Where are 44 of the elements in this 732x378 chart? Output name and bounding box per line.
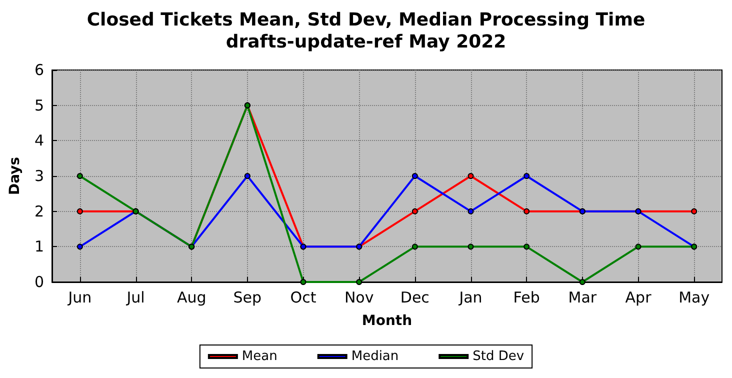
point [524, 173, 530, 179]
x-axis-title: Month [362, 313, 412, 329]
point [76, 244, 83, 250]
y-tick-label: 3 [34, 167, 44, 185]
point [412, 173, 418, 179]
point [691, 208, 698, 214]
point [468, 208, 474, 214]
y-tick-label: 1 [34, 238, 44, 256]
y-tick-label: 2 [34, 202, 44, 220]
y-tick-label: 6 [34, 61, 44, 79]
point [635, 244, 642, 250]
x-tick-label: Apr [625, 288, 652, 306]
y-tick-label: 4 [34, 132, 44, 150]
y-tick-label: 5 [34, 96, 44, 114]
point [356, 279, 362, 285]
y-tick-label: 0 [34, 273, 44, 291]
x-tick-label: Aug [176, 288, 206, 306]
chart-title: Closed Tickets Mean, Std Dev, Median Processing Time [86, 10, 646, 30]
x-tick-label: Jun [67, 288, 92, 306]
point [244, 173, 250, 179]
x-tick-label: Feb [513, 288, 540, 306]
legend-label: Median [351, 349, 399, 364]
x-tick-label: Jan [458, 288, 482, 306]
point [579, 279, 586, 285]
point [76, 208, 83, 214]
point [468, 173, 474, 179]
x-tick-label: Nov [344, 288, 374, 306]
point [76, 173, 83, 179]
chart-subtitle: drafts-update-ref May 2022 [226, 32, 506, 52]
point [468, 244, 474, 250]
x-tick-label: Sep [233, 288, 262, 306]
point [300, 279, 306, 285]
x-tick-label: Mar [568, 288, 598, 306]
x-tick-label: Jul [126, 288, 145, 306]
x-tick-label: Dec [400, 288, 430, 306]
legend-label: Std Dev [472, 349, 524, 364]
point [412, 244, 418, 250]
legend-label: Mean [242, 349, 278, 364]
y-axis-title: Days [7, 156, 23, 196]
x-tick-label: Oct [290, 288, 316, 306]
point [524, 208, 530, 214]
point [524, 244, 530, 250]
x-tick-label: May [678, 288, 710, 306]
point [412, 208, 418, 214]
